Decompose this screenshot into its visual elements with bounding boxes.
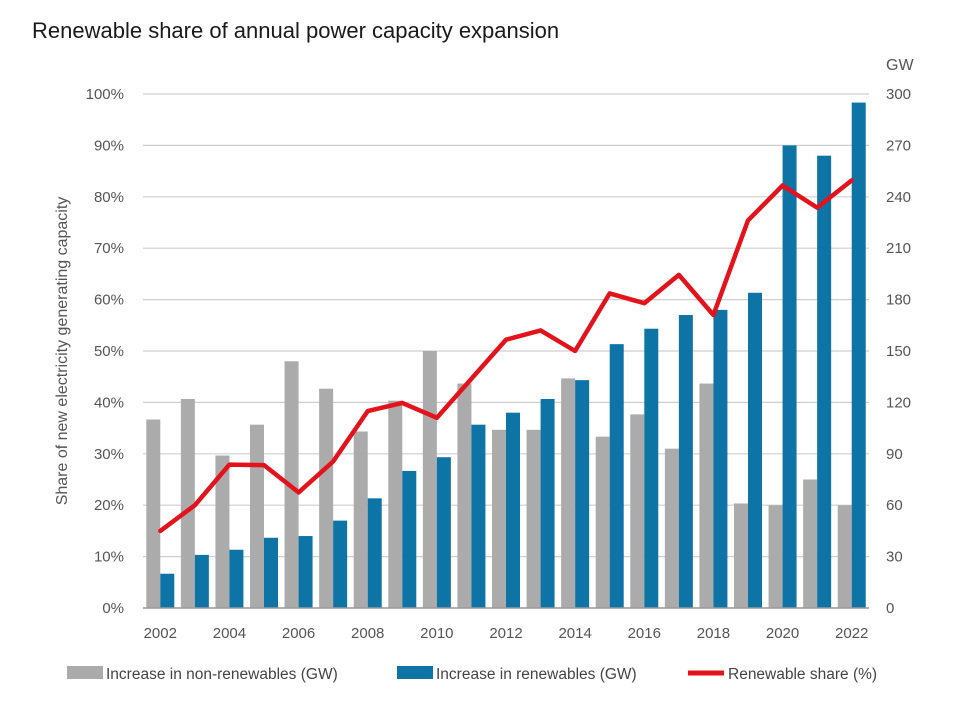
- y-tick-label: 100%: [86, 86, 124, 103]
- y-axis-title: Share of new electricity generating capa…: [54, 197, 71, 506]
- bar-renewables: [540, 398, 555, 608]
- y-tick-label: 70%: [94, 240, 124, 257]
- legend-label-share: Renewable share (%): [728, 666, 877, 683]
- chart-title: Renewable share of annual power capacity…: [32, 18, 560, 43]
- bars: [146, 102, 866, 609]
- x-tick-label: 2010: [420, 625, 453, 642]
- bar-non-renewables: [526, 429, 541, 608]
- bar-renewables: [748, 292, 762, 608]
- x-tick-label: 2012: [489, 625, 522, 642]
- bar-non-renewables: [492, 429, 506, 608]
- y-tick-label: 20%: [94, 497, 124, 514]
- bar-non-renewables: [457, 383, 472, 608]
- bar-non-renewables: [664, 448, 679, 608]
- legend-swatch-renewables: [397, 666, 433, 679]
- x-tick-label: 2006: [282, 625, 315, 642]
- y2-axis-title: GW: [886, 57, 914, 74]
- bar-non-renewables: [146, 419, 161, 608]
- y2-tick-label: 210: [886, 240, 911, 257]
- bar-non-renewables: [561, 378, 576, 608]
- legend: Increase in non-renewables (GW) Increase …: [67, 666, 877, 683]
- bar-non-renewables: [595, 436, 610, 608]
- y-tick-label: 60%: [94, 292, 124, 309]
- y2-tick-label: 0: [886, 600, 894, 617]
- y-tick-label: 50%: [94, 343, 124, 360]
- legend-swatch-non-renewables: [67, 666, 103, 679]
- y-tick-label: 30%: [94, 446, 124, 463]
- bar-non-renewables: [803, 479, 818, 608]
- bar-non-renewables: [319, 388, 334, 608]
- bar-non-renewables: [388, 400, 403, 608]
- bar-renewables: [851, 102, 866, 609]
- legend-label-non-renewables: Increase in non-renewables (GW): [106, 666, 338, 683]
- axes: 0% 10% 20% 30% 40% 50% 60% 70% 80% 90% 100% 0 30 60 90…: [54, 57, 914, 642]
- bar-non-renewables: [180, 398, 195, 608]
- bar-renewables: [402, 470, 417, 608]
- bar-renewables: [229, 549, 244, 608]
- y2-tick-label: 150: [886, 343, 911, 360]
- bar-renewables: [471, 424, 486, 608]
- x-tick-label: 2008: [351, 625, 384, 642]
- x-tick-label: 2002: [144, 625, 177, 642]
- y2-tick-label: 300: [886, 86, 911, 103]
- bar-renewables: [713, 309, 728, 608]
- bar-renewables: [367, 498, 382, 608]
- x-tick-label: 2022: [835, 625, 868, 642]
- bar-non-renewables: [215, 455, 230, 608]
- bar-non-renewables: [699, 383, 714, 608]
- x-tick-label: 2004: [213, 625, 246, 642]
- bar-non-renewables: [353, 431, 368, 608]
- bar-renewables: [436, 457, 451, 608]
- bar-non-renewables: [630, 414, 645, 608]
- y2-tick-label: 30: [886, 549, 903, 566]
- bar-renewables: [575, 380, 590, 608]
- bar-renewables: [506, 412, 520, 608]
- y2-tick-label: 270: [886, 137, 911, 154]
- legend-label-renewables: Increase in renewables (GW): [436, 666, 637, 683]
- bar-renewables: [264, 537, 278, 608]
- y-tick-label: 40%: [94, 394, 124, 411]
- bar-renewables: [194, 554, 209, 608]
- y2-tick-label: 120: [886, 394, 911, 411]
- bar-renewables: [678, 315, 693, 608]
- y-tick-label: 10%: [94, 549, 124, 566]
- series-line-renewable-share: [158, 178, 854, 534]
- y2-tick-label: 240: [886, 189, 911, 206]
- y-tick-label: 0%: [102, 600, 124, 617]
- share-line: [158, 178, 854, 534]
- bar-renewables: [817, 155, 832, 608]
- x-tick-label: 2020: [766, 625, 799, 642]
- y2-tick-label: 60: [886, 497, 903, 514]
- bar-renewables: [609, 344, 624, 608]
- bar-non-renewables: [837, 505, 852, 608]
- bar-renewables: [160, 573, 175, 608]
- bar-non-renewables: [768, 505, 783, 608]
- y-tick-label: 80%: [94, 189, 124, 206]
- x-tick-label: 2018: [697, 625, 730, 642]
- x-tick-label: 2016: [628, 625, 661, 642]
- bar-non-renewables: [250, 424, 264, 608]
- y-tick-label: 90%: [94, 137, 124, 154]
- y2-tick-label: 180: [886, 292, 911, 309]
- bar-renewables: [782, 145, 797, 608]
- bar-renewables: [644, 328, 659, 608]
- bar-non-renewables: [422, 351, 437, 608]
- x-tick-label: 2014: [558, 625, 591, 642]
- bar-non-renewables: [734, 503, 748, 608]
- bar-renewables: [333, 520, 348, 608]
- y2-tick-label: 90: [886, 446, 903, 463]
- bar-renewables: [298, 536, 313, 608]
